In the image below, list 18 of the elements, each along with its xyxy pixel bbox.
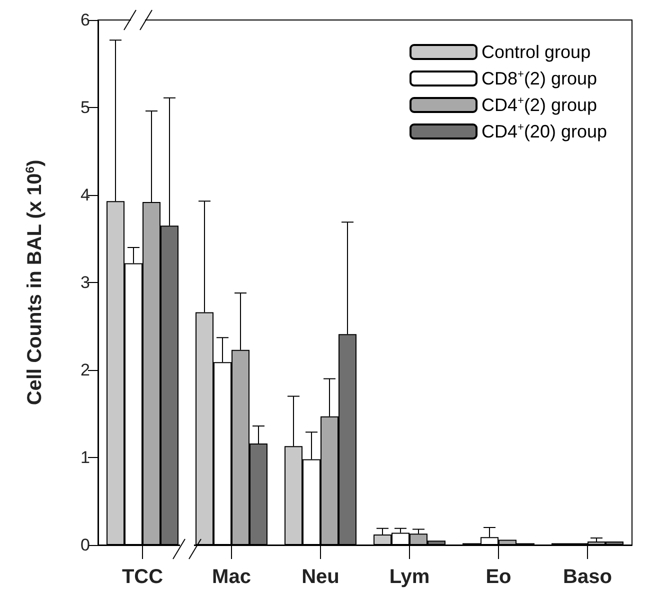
- legend-label: CD4+(2) group: [482, 95, 597, 115]
- legend-label: CD8+(2) group: [482, 68, 597, 88]
- y-tick-label: 4: [80, 186, 90, 204]
- x-tick-label: Mac: [212, 566, 251, 588]
- y-tick-label: 5: [80, 98, 90, 117]
- y-tick-label: 2: [80, 360, 90, 380]
- x-tick-label: TCC: [122, 566, 164, 588]
- x-tick-label: Lym: [389, 566, 430, 588]
- y-tick-label: 0: [80, 536, 90, 554]
- x-tick-label: Eo: [486, 566, 512, 588]
- x-tick-label: Baso: [563, 566, 612, 588]
- y-tick-label: 3: [80, 273, 90, 292]
- y-tick-label: 6: [80, 10, 90, 30]
- legend-label: Control group: [482, 42, 591, 62]
- legend-label: CD4+(20) group: [482, 122, 608, 142]
- y-tick-label: 1: [80, 448, 90, 467]
- y-axis-title: Cell Counts in BAL (x 106): [23, 160, 46, 406]
- x-tick-label: Neu: [302, 566, 340, 588]
